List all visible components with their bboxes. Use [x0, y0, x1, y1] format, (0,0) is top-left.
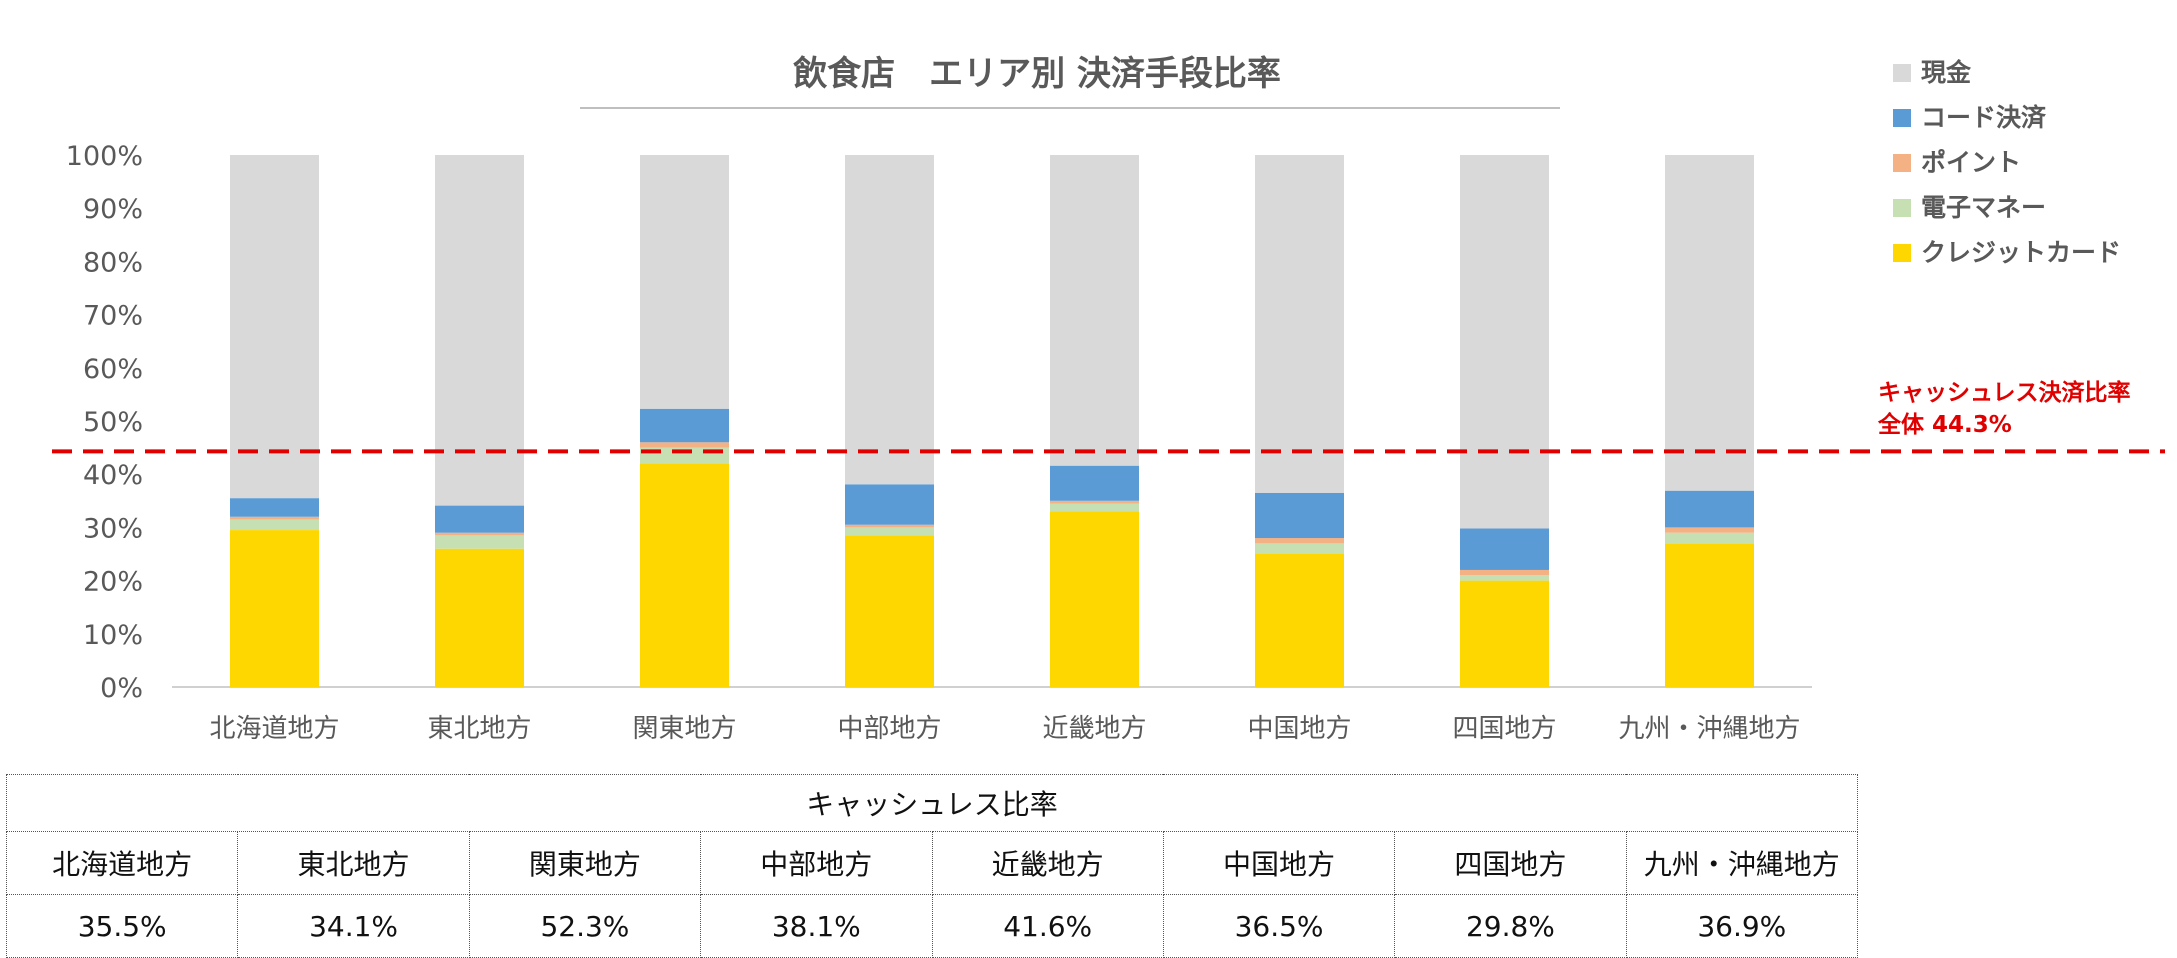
bar-segment-クレジットカード	[1050, 511, 1139, 687]
bar-segment-電子マネー	[1255, 543, 1344, 554]
bar-segment-電子マネー	[1050, 503, 1139, 512]
y-tick-label: 0%	[100, 673, 143, 704]
x-tick-label: 中部地方	[837, 714, 941, 744]
bar-segment-現金	[845, 155, 934, 485]
bar-segment-クレジットカード	[640, 463, 729, 687]
chart-title: 飲食店 エリア別 決済手段比率	[793, 54, 1281, 94]
legend-swatch	[1893, 244, 1911, 262]
y-axis: 0% 10% 20% 30% 40% 50% 60% 70% 80% 90% 100%	[66, 141, 1812, 704]
bar-segment-クレジットカード	[845, 535, 934, 687]
legend-label: ポイント	[1921, 148, 2021, 177]
bar-segment-現金	[640, 155, 729, 409]
table-value: 38.1%	[700, 894, 933, 958]
legend-label: コード決済	[1921, 103, 2047, 132]
bar-segment-電子マネー	[435, 535, 524, 549]
bar-segment-クレジットカード	[1460, 580, 1549, 687]
bar-segment-クレジットカード	[1665, 543, 1754, 687]
y-tick-label: 10%	[83, 620, 143, 651]
y-tick-label: 70%	[83, 301, 143, 332]
bar-segment-コード決済	[640, 408, 729, 443]
reference-line-label: キャッシュレス決済比率	[1878, 379, 2131, 406]
bar-segment-コード決済	[1050, 465, 1139, 501]
table-value: 35.5%	[5, 894, 239, 958]
x-tick-label: 東北地方	[427, 714, 531, 744]
table-value: 36.5%	[1162, 894, 1396, 958]
bar-segment-ポイント	[1665, 527, 1754, 533]
y-tick-label: 40%	[83, 460, 143, 491]
bar-segment-クレジットカード	[230, 530, 319, 687]
x-tick-label: 北海道地方	[209, 714, 339, 744]
table-value: 34.1%	[237, 894, 470, 958]
bar-segment-クレジットカード	[435, 548, 524, 687]
table-value: 41.6%	[931, 894, 1164, 958]
bar-segment-コード決済	[1665, 490, 1754, 528]
y-tick-label: 30%	[83, 513, 143, 544]
legend-label: 現金	[1921, 58, 1972, 87]
x-axis: 北海道地方 東北地方 関東地方 中部地方 近畿地方 中国地方 四国地方 九州・沖縄地方	[209, 714, 1800, 744]
legend-label: 電子マネー	[1921, 193, 2046, 222]
x-tick-label: 九州・沖縄地方	[1618, 714, 1800, 744]
cashless-ratio-table: キャッシュレス比率 北海道地方 東北地方 関東地方 中部地方 近畿地方 中国地方…	[5, 774, 1859, 958]
table-region: 四国地方	[1394, 831, 1627, 895]
bar-segment-電子マネー	[1460, 575, 1549, 581]
legend-swatch	[1893, 64, 1911, 82]
y-tick-label: 60%	[83, 354, 143, 385]
bar-segment-ポイント	[230, 516, 319, 520]
legend-swatch	[1893, 199, 1911, 217]
x-tick-label: 中国地方	[1247, 714, 1351, 744]
bar-segment-現金	[1665, 155, 1754, 491]
bar-segment-コード決済	[1460, 528, 1549, 570]
bar-segment-現金	[230, 155, 319, 499]
x-tick-label: 関東地方	[632, 714, 736, 744]
legend-swatch	[1893, 154, 1911, 172]
y-tick-label: 90%	[83, 194, 143, 225]
bar-segment-電子マネー	[1665, 532, 1754, 544]
bar-segment-クレジットカード	[1255, 554, 1344, 687]
table-header: キャッシュレス比率	[6, 774, 1858, 832]
y-tick-label: 100%	[66, 141, 143, 172]
table-region: 九州・沖縄地方	[1625, 831, 1859, 895]
table-value: 52.3%	[468, 894, 702, 958]
legend-label: クレジットカード	[1921, 238, 2121, 267]
x-tick-label: 近畿地方	[1042, 714, 1146, 744]
y-tick-label: 20%	[83, 567, 143, 598]
bar-segment-ポイント	[1460, 569, 1549, 576]
bar-segment-現金	[1460, 155, 1549, 529]
bar-segment-現金	[1255, 155, 1344, 493]
table-region: 関東地方	[468, 831, 702, 895]
bar-segment-現金	[1050, 155, 1139, 466]
bar-segment-ポイント	[435, 532, 524, 536]
bars	[230, 155, 1754, 687]
x-tick-label: 四国地方	[1452, 714, 1556, 744]
bar-segment-ポイント	[1255, 538, 1344, 544]
table-region: 北海道地方	[5, 831, 239, 895]
table-region: 中部地方	[700, 831, 933, 895]
reference-line-value: 全体 44.3%	[1877, 411, 2012, 438]
bar-segment-現金	[435, 155, 524, 506]
table-region: 中国地方	[1162, 831, 1396, 895]
bar-segment-ポイント	[845, 524, 934, 528]
table-value: 29.8%	[1394, 894, 1627, 958]
bar-segment-コード決済	[230, 498, 319, 517]
bar-segment-ポイント	[1050, 500, 1139, 504]
table-region: 東北地方	[237, 831, 470, 895]
bar-segment-ポイント	[640, 442, 729, 448]
legend-swatch	[1893, 109, 1911, 127]
table-value: 36.9%	[1625, 894, 1859, 958]
stacked-bar-chart: 飲食店 エリア別 決済手段比率 0% 10% 20% 30% 40% 50% 60% 70% 8…	[52, 54, 2165, 744]
table-region: 近畿地方	[931, 831, 1164, 895]
bar-segment-コード決済	[1255, 492, 1344, 539]
y-tick-label: 50%	[83, 407, 143, 438]
bar-segment-コード決済	[435, 505, 524, 533]
bar-segment-コード決済	[845, 484, 934, 525]
bar-segment-電子マネー	[230, 519, 319, 531]
bar-segment-電子マネー	[845, 527, 934, 536]
y-tick-label: 80%	[83, 247, 143, 278]
